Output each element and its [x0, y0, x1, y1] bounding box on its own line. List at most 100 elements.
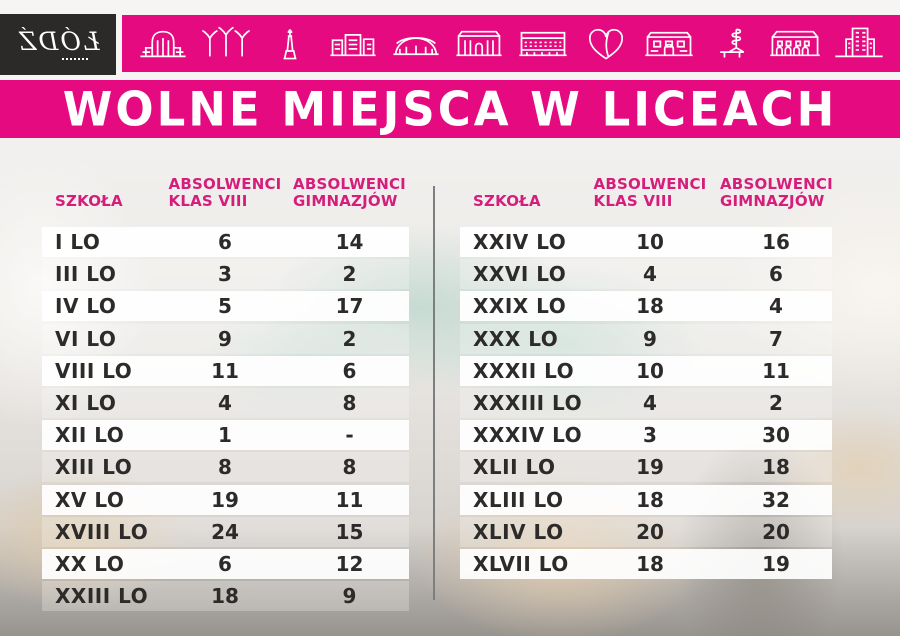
klas-viii-value: 11: [211, 358, 239, 383]
klas-viii-value: 4: [218, 390, 232, 415]
page-title: WOLNE MIEJSCA W LICEACH: [62, 81, 838, 137]
monument-icon: [283, 29, 297, 60]
gimnazjow-value: 18: [762, 455, 790, 480]
klas-viii-value: 19: [636, 455, 664, 480]
school-name: XLII LO: [473, 455, 556, 480]
school-name: XII LO: [55, 423, 125, 448]
gimnazjow-value: 14: [335, 230, 364, 254]
gimnazjow-value: 2: [342, 262, 357, 287]
gimnazjow-value: 15: [335, 519, 364, 544]
gimnazjow-value: 2: [769, 390, 783, 415]
gimnazjow-value: 19: [762, 551, 790, 576]
title-banner: WOLNE MIEJSCA W LICEACH: [0, 80, 900, 138]
lodz-logo-text: ŁÓDŹ: [16, 27, 100, 56]
school-name: VI LO: [55, 326, 117, 351]
school-name: XXVI LO: [473, 262, 567, 287]
schools-table-left: SZKOŁA ABSOLWENCI KLAS VIII ABSOLWENCI GIM…: [42, 166, 409, 613]
klas-viii-value: 9: [643, 326, 657, 351]
school-name: XLIV LO: [473, 519, 564, 544]
table-row: VI LO 9 2: [42, 323, 409, 354]
table-row: XII LO 1 -: [42, 420, 409, 451]
column-header-gimnazjow: ABSOLWENCI GIMNAZJÓW: [293, 174, 406, 211]
column-header-klas-viii: ABSOLWENCI KLAS VIII: [593, 174, 707, 211]
school-name: I LO: [55, 230, 101, 254]
gimnazjow-value: 17: [335, 294, 364, 319]
lodz-logo-tagline: [62, 58, 88, 60]
table-row: IV LO 5 17: [42, 291, 409, 322]
table-row: XXXII LO 10 11: [460, 355, 832, 386]
table-row: XXVI LO 4 6: [460, 259, 832, 290]
school-name: XI LO: [55, 390, 117, 415]
gimnazjow-value: 11: [762, 358, 790, 383]
table-body-left: I LO 6 14 III LO 3 2 IV LO 5 17 VI LO 9 2 VIII LO 11 6…: [42, 227, 409, 612]
gimnazjow-value: 32: [762, 487, 790, 512]
klas-viii-value: 18: [636, 294, 664, 319]
klas-viii-value: 20: [636, 519, 664, 544]
school-name: XVIII LO: [55, 519, 149, 544]
klas-viii-value: 1: [218, 423, 232, 448]
gimnazjow-value: 6: [342, 358, 357, 383]
manufaktura-icon: [770, 30, 821, 57]
table-body-right: XXIV LO 10 16 XXVI LO 4 6 XXIX LO 18 4 XXX LO 9 7 XX…: [460, 227, 832, 579]
column-header-school: SZKOŁA: [473, 192, 541, 211]
klas-viii-value: 24: [211, 519, 239, 544]
table-row: XLIII LO 18 32: [460, 484, 832, 515]
landmark-icon-banner: [122, 15, 900, 72]
school-name: XXXIV LO: [473, 423, 583, 448]
city-buildings-icon: [330, 34, 376, 57]
klas-viii-value: 6: [218, 230, 232, 254]
table-row: VIII LO 11 6: [42, 355, 409, 386]
gimnazjow-value: 2: [342, 326, 357, 351]
klas-viii-value: 8: [218, 455, 232, 480]
klas-viii-value: 5: [218, 294, 232, 319]
table-row: XLIV LO 20 20: [460, 516, 832, 547]
school-name: XV LO: [55, 487, 125, 512]
table-row: XXIII LO 18 9: [42, 581, 409, 612]
table-row: XLVII LO 18 19: [460, 548, 832, 579]
heart-leaf-icon: [588, 28, 623, 60]
school-name: VIII LO: [55, 358, 133, 383]
table-row: XX LO 6 12: [42, 548, 409, 579]
table-row: XXXIV LO 3 30: [460, 420, 832, 451]
table-row: XI LO 4 8: [42, 387, 409, 418]
gimnazjow-value: 9: [342, 584, 357, 609]
school-name: XXXIII LO: [473, 390, 583, 415]
gimnazjow-value: 30: [762, 423, 790, 448]
table-header: SZKOŁA ABSOLWENCI KLAS VIII ABSOLWENCI GIM…: [460, 166, 833, 211]
table-divider-line: [433, 186, 436, 600]
klas-viii-value: 3: [218, 262, 232, 287]
table-row: XIII LO 8 8: [42, 452, 409, 483]
school-name: III LO: [55, 262, 117, 287]
klas-viii-value: 10: [636, 358, 664, 383]
table-row: XVIII LO 24 15: [42, 516, 409, 547]
philharmonic-icon: [456, 30, 502, 57]
table-row: XLII LO 19 18: [460, 452, 832, 483]
gimnazjow-value: 20: [762, 519, 790, 544]
school-name: XLIII LO: [473, 487, 564, 512]
school-name: XXX LO: [473, 326, 559, 351]
lodz-city-logo: ŁÓDŹ: [0, 14, 116, 75]
klas-viii-value: 10: [636, 230, 664, 254]
column-header-gimnazjow: ABSOLWENCI GIMNAZJÓW: [720, 174, 833, 211]
table-row: XXIV LO 10 16: [460, 227, 832, 257]
white-factory-icon: [518, 31, 567, 57]
school-name: XXIII LO: [55, 584, 149, 609]
palace-icon: [645, 31, 693, 57]
table-row: XV LO 19 11: [42, 484, 409, 515]
klas-viii-value: 6: [218, 551, 232, 576]
table-row: XXX LO 9 7: [460, 323, 832, 354]
school-name: XLVII LO: [473, 551, 569, 576]
school-name: XIII LO: [55, 455, 133, 480]
school-name: XXIX LO: [473, 294, 567, 319]
table-row: XXXIII LO 4 2: [460, 387, 832, 418]
office-tower-icon: [834, 27, 883, 58]
klas-viii-value: 18: [211, 584, 239, 609]
table-row: III LO 3 2: [42, 259, 409, 290]
train-station-icon: [140, 30, 186, 58]
gimnazjow-value: 8: [342, 455, 357, 480]
klas-viii-value: 19: [211, 487, 239, 512]
klas-viii-value: 4: [643, 390, 657, 415]
school-name: XXIV LO: [473, 230, 567, 254]
table-row: I LO 6 14: [42, 227, 409, 257]
